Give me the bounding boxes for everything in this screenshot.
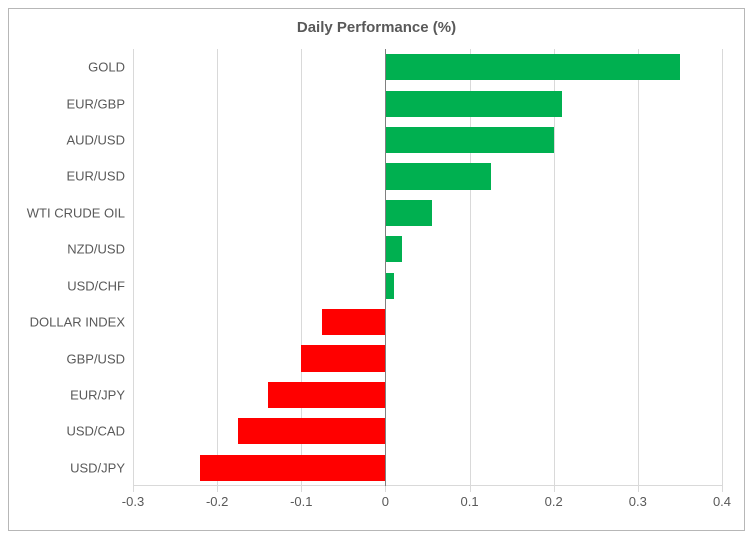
x-tick-label: 0.3	[618, 494, 658, 509]
bar	[322, 309, 385, 335]
category-label: NZD/USD	[67, 242, 125, 257]
bar-row: DOLLAR INDEX	[133, 304, 722, 340]
category-label: GBP/USD	[66, 351, 125, 366]
x-tick-label: 0.2	[534, 494, 574, 509]
bar	[200, 455, 385, 481]
gridline	[722, 49, 723, 486]
category-label: USD/CHF	[67, 278, 125, 293]
bar-row: GBP/USD	[133, 340, 722, 376]
bar	[385, 273, 393, 299]
x-tick	[554, 486, 555, 492]
bar-row: EUR/JPY	[133, 377, 722, 413]
category-label: EUR/USD	[66, 169, 125, 184]
category-label: DOLLAR INDEX	[30, 315, 125, 330]
category-label: EUR/GBP	[66, 96, 125, 111]
category-label: EUR/JPY	[70, 387, 125, 402]
bar-row: WTI CRUDE OIL	[133, 195, 722, 231]
bar	[238, 418, 385, 444]
x-tick-label: -0.2	[197, 494, 237, 509]
bar	[385, 236, 402, 262]
bar	[385, 127, 553, 153]
chart-frame: Daily Performance (%) -0.3-0.2-0.100.10.…	[8, 8, 745, 531]
bar-row: AUD/USD	[133, 122, 722, 158]
x-tick	[385, 486, 386, 492]
chart-title: Daily Performance (%)	[9, 9, 744, 36]
bar	[301, 345, 385, 371]
plot-area: -0.3-0.2-0.100.10.20.30.4GOLDEUR/GBPAUD/…	[133, 49, 722, 486]
bar	[385, 200, 431, 226]
x-tick	[638, 486, 639, 492]
bar	[385, 54, 680, 80]
bar	[385, 91, 562, 117]
bar	[385, 163, 490, 189]
bar-row: EUR/GBP	[133, 85, 722, 121]
bar	[268, 382, 386, 408]
x-tick	[722, 486, 723, 492]
x-tick-label: 0.1	[450, 494, 490, 509]
x-tick-label: -0.3	[113, 494, 153, 509]
bar-row: USD/CHF	[133, 268, 722, 304]
x-tick	[470, 486, 471, 492]
bar-row: NZD/USD	[133, 231, 722, 267]
bar-row: GOLD	[133, 49, 722, 85]
x-tick	[301, 486, 302, 492]
category-label: USD/JPY	[70, 460, 125, 475]
x-tick	[217, 486, 218, 492]
x-tick-label: -0.1	[281, 494, 321, 509]
category-label: GOLD	[88, 60, 125, 75]
x-tick-label: 0.4	[702, 494, 742, 509]
zero-axis	[385, 49, 386, 486]
bar-row: USD/CAD	[133, 413, 722, 449]
category-label: USD/CAD	[66, 424, 125, 439]
bar-row: EUR/USD	[133, 158, 722, 194]
category-label: AUD/USD	[66, 133, 125, 148]
x-tick-label: 0	[365, 494, 405, 509]
bar-row: USD/JPY	[133, 450, 722, 486]
category-label: WTI CRUDE OIL	[27, 205, 125, 220]
x-tick	[133, 486, 134, 492]
